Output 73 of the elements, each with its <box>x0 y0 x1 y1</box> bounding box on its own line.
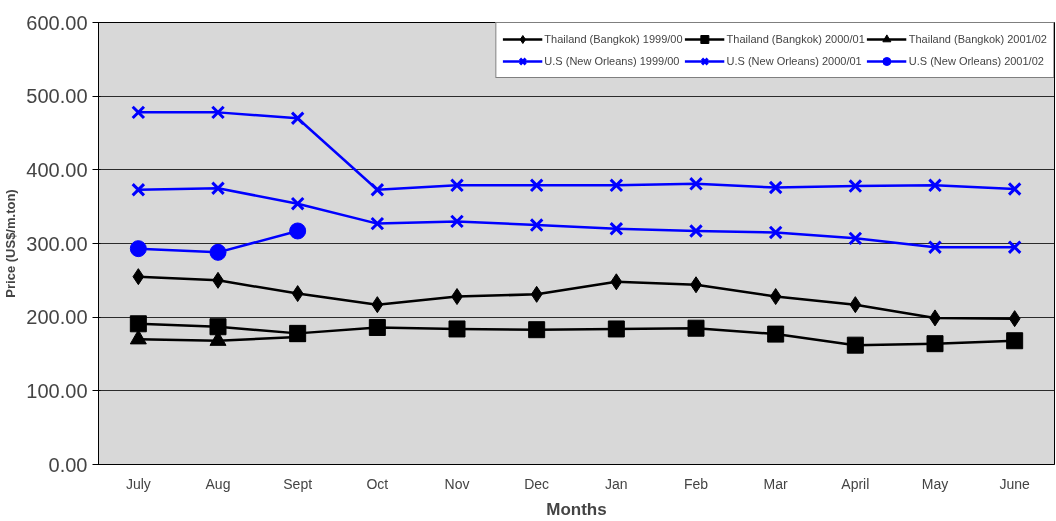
legend-label: Thailand (Bangkok) 2001/02 <box>908 33 1047 45</box>
point <box>609 221 624 236</box>
point <box>132 268 145 286</box>
x-tick-label: Nov <box>444 475 470 492</box>
point <box>289 222 307 240</box>
x-tick-label: Aug <box>205 475 231 492</box>
x-tick-label: Feb <box>683 475 709 492</box>
point <box>131 105 146 120</box>
y-tick-label: 500.00 <box>26 85 88 108</box>
point <box>371 296 384 314</box>
y-axis-title: Price (US$/m.ton) <box>3 189 19 298</box>
point <box>129 240 147 258</box>
point <box>129 315 147 333</box>
x-tick-label: July <box>125 475 151 492</box>
x-tick-label: June <box>999 475 1031 492</box>
point <box>769 288 782 306</box>
point <box>610 273 623 291</box>
legend-label: Thailand (Bangkok) 1999/00 <box>544 33 683 45</box>
y-tick-label: 600.00 <box>26 11 88 34</box>
point <box>131 182 146 197</box>
point <box>927 240 943 255</box>
point <box>370 182 385 197</box>
point <box>290 111 305 126</box>
point <box>370 216 385 231</box>
x-tick-label: Mar <box>763 475 789 492</box>
point <box>849 296 862 314</box>
x-tick-label: Jan <box>605 475 628 492</box>
y-tick-label: 200.00 <box>26 306 88 329</box>
legend-label: U.S (New Orleans) 2000/01 <box>726 55 862 67</box>
point <box>767 325 785 343</box>
x-tick-label: Oct <box>366 475 389 492</box>
point <box>1008 310 1021 328</box>
point <box>210 105 226 120</box>
point <box>449 178 465 193</box>
point <box>848 231 863 246</box>
point <box>1006 332 1024 350</box>
point <box>368 318 386 336</box>
point <box>927 178 943 193</box>
point <box>530 285 543 303</box>
y-tick-label: 300.00 <box>26 232 88 255</box>
point <box>768 225 783 240</box>
point <box>290 196 305 211</box>
x-tick-label: April <box>841 475 870 492</box>
point <box>529 217 544 233</box>
point <box>688 223 704 239</box>
point <box>528 321 546 339</box>
y-tick-label: 400.00 <box>26 158 88 181</box>
point <box>1007 240 1022 255</box>
y-tick-label: 0.00 <box>48 453 88 476</box>
legend-label: U.S (New Orleans) 1999/00 <box>544 55 680 67</box>
y-tick-label: 100.00 <box>26 379 88 402</box>
point <box>609 178 624 193</box>
point <box>1007 181 1022 197</box>
legend-label: Thailand (Bangkok) 2000/01 <box>726 33 865 45</box>
point <box>529 178 544 193</box>
point <box>291 285 304 303</box>
point <box>209 318 227 336</box>
point <box>687 319 705 337</box>
point <box>926 335 944 353</box>
legend-label: U.S (New Orleans) 2001/02 <box>908 55 1044 67</box>
point <box>848 178 863 194</box>
point <box>768 180 783 195</box>
point <box>210 181 226 196</box>
x-axis-title: Months <box>546 499 607 519</box>
point <box>846 336 864 354</box>
x-tick-label: May <box>921 475 949 492</box>
x-tick-label: Dec <box>524 475 550 492</box>
x-tick-label: Sept <box>283 475 313 492</box>
point <box>688 176 704 191</box>
point <box>448 320 466 338</box>
point <box>449 214 465 229</box>
point <box>607 320 625 338</box>
point <box>209 243 227 261</box>
